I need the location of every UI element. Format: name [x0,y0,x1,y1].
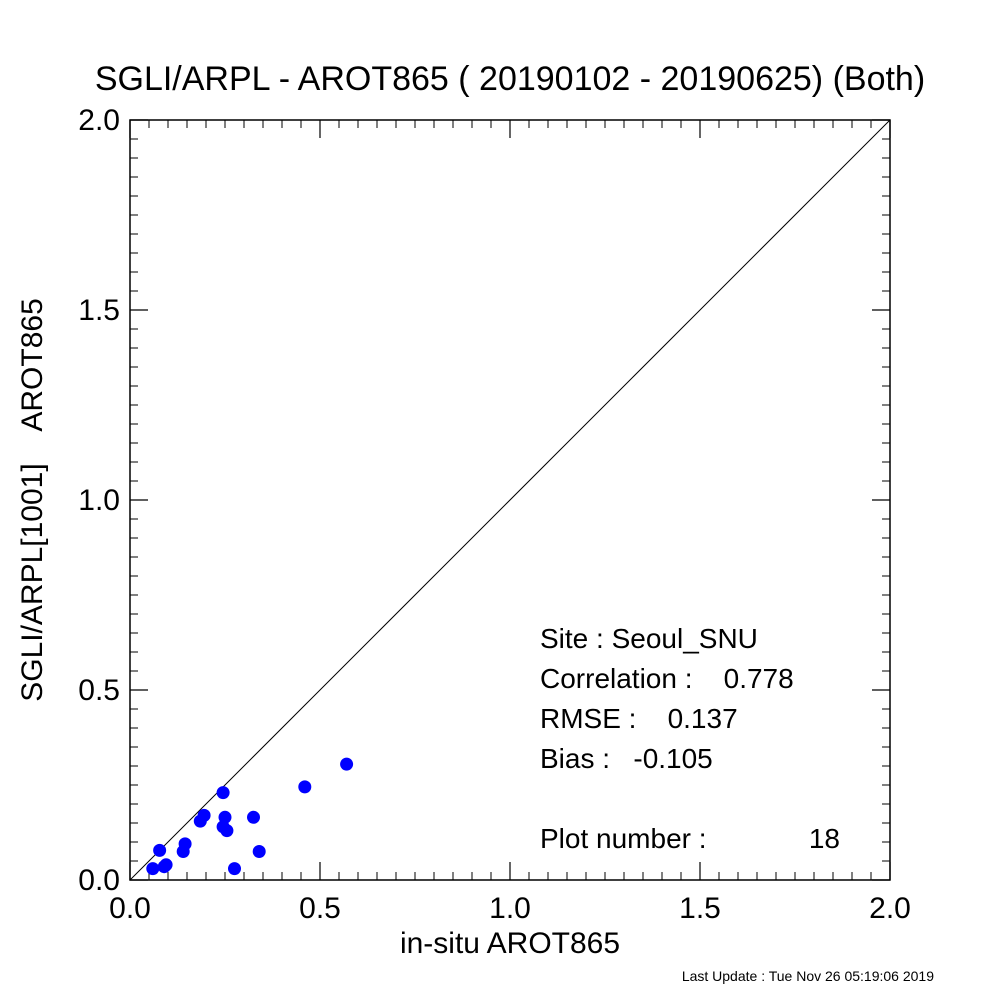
data-point [298,780,312,794]
data-point [216,786,230,800]
data-point [340,757,354,771]
stat-bias: Bias : -0.105 [540,743,713,774]
stats-box: Site : Seoul_SNU Correlation : 0.778 RMS… [540,623,840,854]
data-point [228,862,241,876]
x-axis-title: in-situ AROT865 [400,927,620,960]
y-tick-label: 2.0 [78,104,120,137]
data-point [146,862,160,876]
y-tick-label: 1.5 [78,294,120,327]
y-tick-labels: 0.0 0.5 1.0 1.5 2.0 [78,104,120,897]
data-point [178,837,192,851]
minor-ticks [130,120,890,880]
data-point [220,824,234,838]
x-tick-label: 1.5 [679,892,721,925]
stat-rmse: RMSE : 0.137 [540,703,738,734]
x-tick-label: 0.0 [109,892,151,925]
data-points [146,757,354,876]
x-tick-label: 0.5 [299,892,341,925]
stat-site: Site : Seoul_SNU [540,623,758,654]
data-point [218,810,232,824]
y-tick-label: 0.5 [78,674,120,707]
data-point [159,858,173,872]
data-point [252,845,266,858]
x-tick-label: 1.0 [489,892,531,925]
y-tick-label: 0.0 [78,864,120,897]
chart-title: SGLI/ARPL - AROT865 ( 20190102 - 2019062… [95,60,925,98]
y-tick-label: 1.0 [78,484,120,517]
x-tick-labels: 0.0 0.5 1.0 1.5 2.0 [109,892,911,925]
data-point [197,808,211,822]
x-tick-label: 2.0 [869,892,911,925]
data-point [247,810,260,824]
plot-frame [129,119,891,881]
plot-number-value: 18 [809,823,840,854]
y-axis-title: SGLI/ARPL[1001] AROT865 [16,298,49,702]
plot-number-label: Plot number : [540,823,707,854]
last-update-text: Last Update : Tue Nov 26 05:19:06 2019 [681,968,934,984]
stat-correlation: Correlation : 0.778 [540,663,794,694]
one-to-one-line [129,119,891,881]
data-point [153,843,167,857]
